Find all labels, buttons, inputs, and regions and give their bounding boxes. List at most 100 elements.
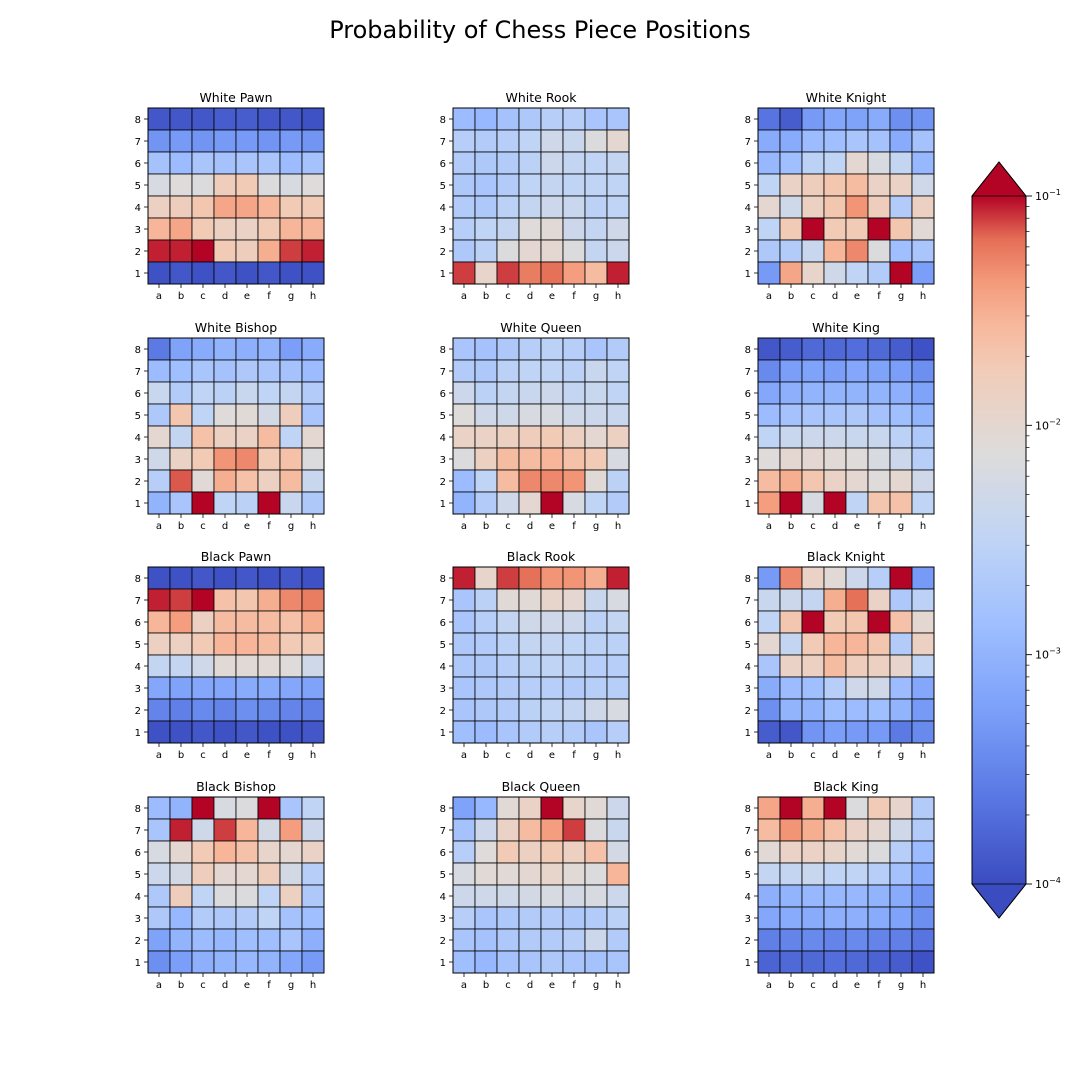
heatmap-cell: [257, 698, 281, 722]
y-tick-label: 3: [135, 455, 141, 466]
heatmap-cell: [779, 217, 803, 241]
heatmap-cell: [823, 403, 847, 427]
x-tick-label: c: [505, 750, 511, 761]
heatmap-cell: [169, 447, 193, 471]
heatmap-cell: [845, 676, 869, 700]
heatmap-cell: [235, 425, 259, 449]
heatmap-cell: [235, 151, 259, 175]
x-tick-label: e: [854, 980, 860, 991]
heatmap-cell: [169, 928, 193, 952]
heatmap-cell: [279, 906, 303, 930]
heatmap-cell: [757, 588, 781, 612]
y-tick-label: 2: [135, 247, 141, 258]
x-tick-label: g: [288, 521, 294, 532]
heatmap-cell: [562, 632, 586, 656]
heatmap-cell: [496, 862, 520, 886]
x-tick-label: f: [267, 980, 271, 991]
heatmap-cell: [518, 906, 542, 930]
panel-black-king: Black King 8 7 6 5 4 3 2 1 a b c d e f g h: [745, 779, 935, 991]
heatmap-cell: [801, 588, 825, 612]
y-tick-label: 1: [745, 499, 751, 510]
x-tick-label: e: [244, 750, 250, 761]
y-tick-label: 1: [135, 269, 141, 280]
heatmap-cell: [757, 469, 781, 493]
heatmap-cell: [867, 337, 891, 361]
heatmap-cell: [845, 566, 869, 590]
y-tick-label: 1: [745, 958, 751, 969]
heatmap-cell: [606, 720, 630, 744]
heatmap-cell: [540, 676, 564, 700]
x-tick-label: d: [222, 521, 228, 532]
heatmap-cell: [235, 632, 259, 656]
heatmap-cell: [823, 425, 847, 449]
heatmap-cell: [779, 337, 803, 361]
heatmap-cell: [606, 217, 630, 241]
heatmap-cell: [757, 906, 781, 930]
heatmap-cell: [889, 566, 913, 590]
x-tick-label: c: [810, 291, 816, 302]
heatmap-cell: [606, 950, 630, 974]
heatmap-cell: [474, 884, 498, 908]
heatmap-cell: [584, 840, 608, 864]
heatmap-cell: [779, 151, 803, 175]
heatmap-cell: [147, 337, 171, 361]
y-tick-label: 6: [745, 389, 751, 400]
heatmap-cell: [147, 720, 171, 744]
panel-title: White Pawn: [199, 90, 272, 105]
y-tick-label: 1: [135, 499, 141, 510]
heatmap-cell: [845, 217, 869, 241]
panel-frame: [757, 337, 935, 515]
heatmap-cell: [474, 129, 498, 153]
panel-frame: [147, 337, 325, 515]
heatmap-cell: [801, 654, 825, 678]
x-tick-label: d: [527, 750, 533, 761]
heatmap-cell: [911, 906, 935, 930]
heatmap-cell: [823, 337, 847, 361]
heatmap-cell: [823, 359, 847, 383]
heatmap-cell: [235, 359, 259, 383]
heatmap-cell: [496, 950, 520, 974]
x-tick-label: a: [461, 521, 467, 532]
heatmap-cell: [823, 217, 847, 241]
heatmap-cell: [562, 425, 586, 449]
heatmap-cell: [169, 676, 193, 700]
heatmap-cell: [452, 862, 476, 886]
heatmap-cell: [845, 698, 869, 722]
heatmap-cell: [540, 403, 564, 427]
heatmap-cell: [191, 359, 215, 383]
heatmap-cell: [867, 654, 891, 678]
heatmap-cell: [257, 337, 281, 361]
heatmap-cell: [147, 359, 171, 383]
heatmap-cell: [889, 588, 913, 612]
heatmap-cell: [779, 698, 803, 722]
heatmap-cell: [257, 217, 281, 241]
heatmap-cell: [540, 610, 564, 634]
heatmap-cell: [779, 654, 803, 678]
heatmap-cell: [823, 632, 847, 656]
heatmap-cell: [845, 195, 869, 219]
heatmap-cell: [474, 239, 498, 263]
x-tick-label: g: [898, 521, 904, 532]
heatmap-cell: [257, 469, 281, 493]
x-tick-label: h: [615, 980, 621, 991]
heatmap-cell: [584, 173, 608, 197]
heatmap-cell: [584, 359, 608, 383]
heatmap-cell: [169, 566, 193, 590]
heatmap-cell: [301, 720, 325, 744]
y-tick-label: 6: [135, 159, 141, 170]
heatmap-cell: [911, 566, 935, 590]
heatmap-cell: [867, 862, 891, 886]
heatmap-cell: [562, 107, 586, 131]
y-tick-label: 4: [440, 433, 446, 444]
heatmap-cell: [279, 566, 303, 590]
heatmap-cell: [235, 173, 259, 197]
heatmap-cell: [496, 129, 520, 153]
x-tick-label: f: [572, 291, 576, 302]
x-tick-label: f: [267, 291, 271, 302]
heatmap-cell: [540, 796, 564, 820]
heatmap-cell: [279, 403, 303, 427]
heatmap-cell: [257, 447, 281, 471]
heatmap-cell: [147, 469, 171, 493]
heatmap-cell: [147, 491, 171, 515]
heatmap-cell: [147, 610, 171, 634]
